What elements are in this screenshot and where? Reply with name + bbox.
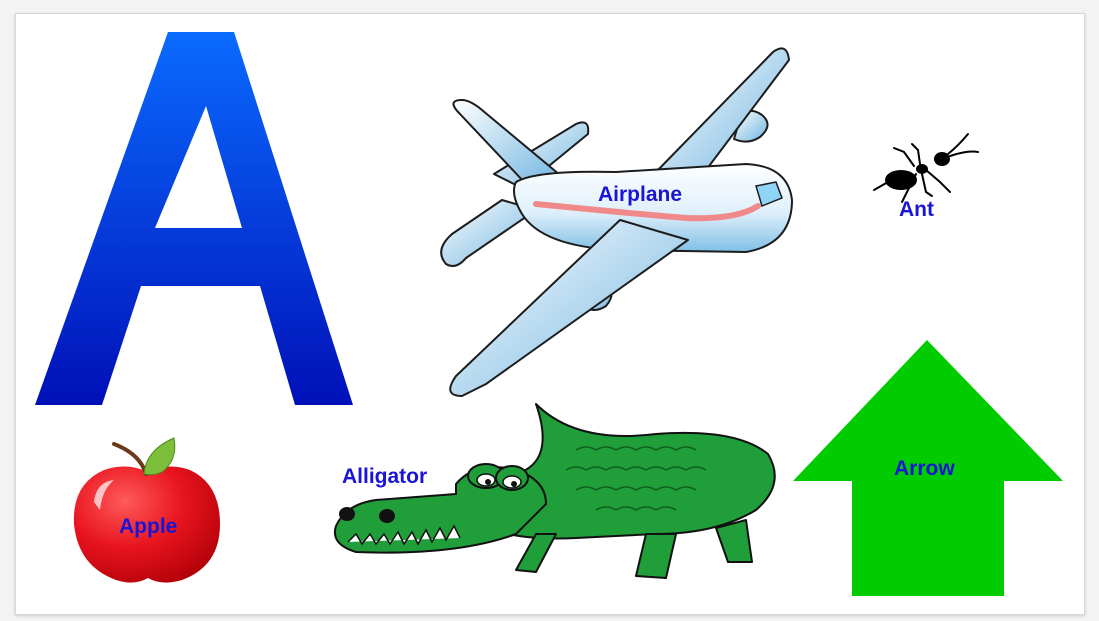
label-apple: Apple <box>119 515 178 538</box>
big-letter-a <box>35 32 353 405</box>
label-ant: Ant <box>899 198 934 221</box>
label-airplane: Airplane <box>598 183 683 206</box>
label-alligator: Alligator <box>342 465 428 488</box>
slide-canvas: Airplane Ant Alligator Apple Arrow A <box>15 13 1085 615</box>
label-arrow: Arrow <box>894 457 955 480</box>
